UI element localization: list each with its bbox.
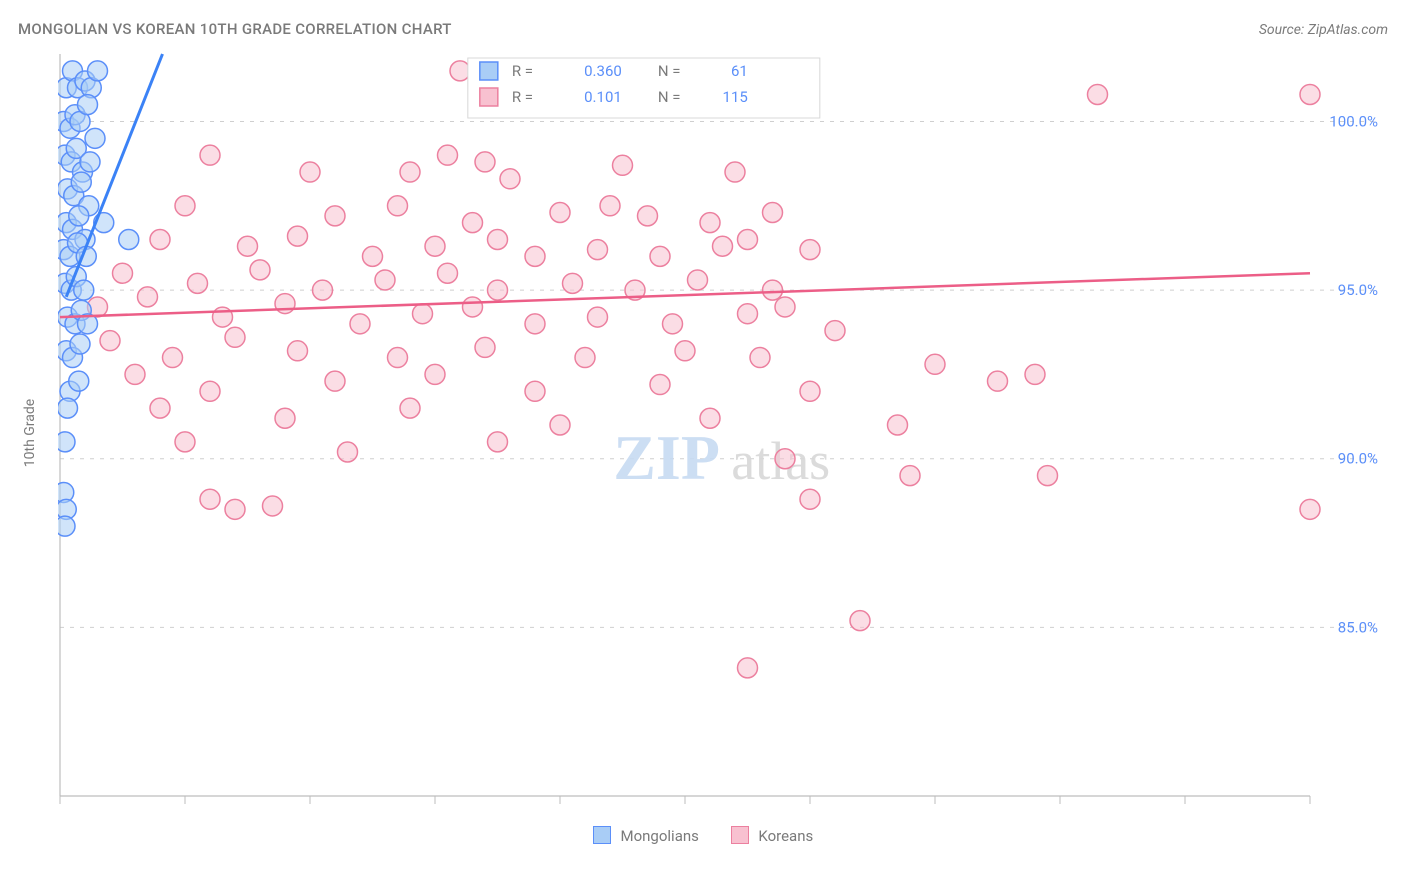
svg-text:R =: R = (512, 88, 533, 106)
legend-swatch-blue (593, 826, 611, 844)
svg-text:N =: N = (658, 62, 681, 80)
bottom-legend: Mongolians Koreans (18, 826, 1388, 845)
svg-text:61: 61 (731, 62, 748, 80)
svg-text:0.360: 0.360 (584, 62, 622, 80)
svg-text:115: 115 (723, 88, 748, 106)
legend-label-mongolians: Mongolians (621, 827, 699, 845)
svg-text:0.101: 0.101 (584, 88, 622, 106)
source-label: Source: ZipAtlas.com (1259, 22, 1388, 38)
svg-text:100.0%: 100.0% (1329, 112, 1378, 130)
svg-text:85.0%: 85.0% (1338, 618, 1378, 636)
svg-text:95.0%: 95.0% (1338, 281, 1378, 299)
legend-item-mongolians: Mongolians (593, 827, 703, 845)
legend-item-koreans: Koreans (731, 827, 814, 845)
chart-title: MONGOLIAN VS KOREAN 10TH GRADE CORRELATI… (18, 20, 452, 38)
svg-text:N =: N = (658, 88, 681, 106)
svg-text:R =: R = (512, 62, 533, 80)
plot-region: 10th Grade 0.0%100.0%85.0%90.0%95.0%100.… (58, 48, 1388, 818)
y-axis-label: 10th Grade (22, 399, 38, 467)
legend-label-koreans: Koreans (758, 827, 813, 845)
legend-swatch-pink (731, 826, 749, 844)
svg-text:90.0%: 90.0% (1338, 450, 1378, 468)
svg-text:ZIP: ZIP (613, 422, 720, 493)
header-row: MONGOLIAN VS KOREAN 10TH GRADE CORRELATI… (18, 10, 1388, 38)
chart-container: MONGOLIAN VS KOREAN 10TH GRADE CORRELATI… (0, 0, 1406, 892)
scatter-plot: 0.0%100.0%85.0%90.0%95.0%100.0%ZIPatlasR… (58, 48, 1380, 818)
